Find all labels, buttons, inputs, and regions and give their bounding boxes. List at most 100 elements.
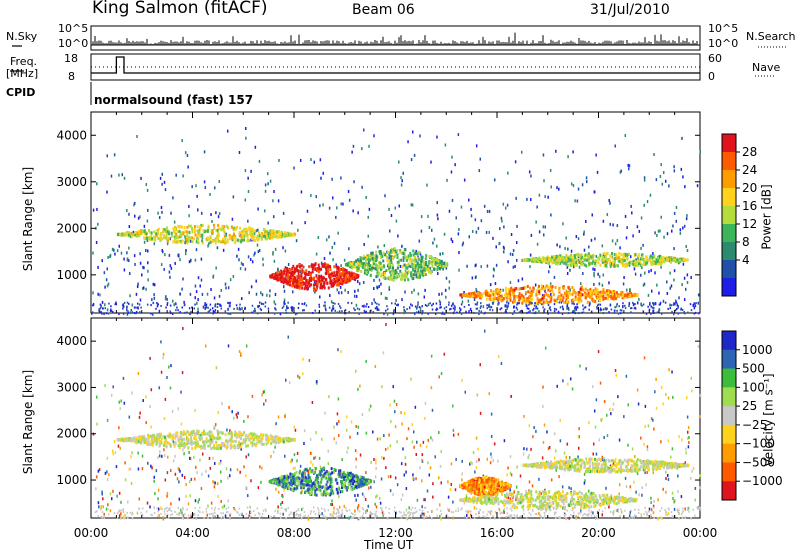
power-feature-cell (612, 257, 615, 261)
power-noise-cell (606, 213, 609, 217)
power-noise-cell (272, 252, 274, 256)
power-noise-cell (132, 230, 135, 234)
power-feature-cell (559, 298, 562, 302)
power-feature-cell (188, 230, 191, 234)
power-noise-cell (480, 265, 482, 269)
power-feature-cell (387, 250, 390, 254)
velocity-noise-cell (318, 456, 321, 460)
power-noise-cell (244, 126, 247, 130)
power-feature-cell (157, 237, 160, 241)
power-feature-cell (349, 261, 352, 265)
power-noise-cell (516, 258, 518, 262)
power-ground-cell (233, 307, 235, 310)
power-feature-cell (393, 275, 396, 279)
power-ground-cell (363, 311, 366, 314)
power-feature-cell (246, 234, 249, 238)
power-feature-cell (517, 294, 520, 298)
power-noise-cell (172, 299, 174, 303)
power-noise-cell (344, 288, 346, 292)
power-noise-cell (386, 250, 388, 254)
power-feature-cell (496, 298, 499, 302)
power-noise-cell (342, 202, 344, 206)
velocity-noise-cell (270, 454, 272, 458)
power-feature-cell (314, 262, 317, 266)
power-feature-cell (390, 247, 393, 251)
velocity-noise-cell (310, 460, 312, 464)
power-feature-cell (676, 258, 679, 262)
power-noise-cell (500, 216, 503, 220)
power-feature-cell (624, 294, 627, 298)
power-ground-cell (506, 301, 508, 304)
power-feature-cell (565, 257, 568, 261)
power-feature-cell (317, 270, 320, 274)
power-feature-cell (615, 263, 618, 267)
power-noise-cell (656, 283, 658, 287)
velocity-noise-cell (376, 494, 378, 498)
power-noise-cell (190, 258, 192, 262)
power-noise-cell (562, 222, 564, 226)
power-ground-cell (555, 308, 558, 311)
power-ground-cell (652, 309, 655, 312)
power-feature-cell (185, 230, 188, 234)
power-noise-cell (658, 309, 660, 313)
power-feature-cell (417, 250, 420, 254)
velocity-noise-cell (120, 512, 122, 516)
velocity-noise-cell (438, 476, 440, 480)
power-feature-cell (525, 291, 528, 295)
power-feature-cell (527, 298, 530, 302)
velocity-noise-cell (400, 498, 403, 502)
power-feature-cell (434, 260, 437, 264)
power-ground-cell (516, 308, 519, 311)
power-ground-cell (659, 301, 662, 304)
power-ground-cell (403, 308, 405, 311)
power-feature-cell (560, 257, 563, 261)
power-feature-cell (400, 272, 403, 276)
velocity-noise-cell (452, 428, 455, 432)
power-noise-cell (432, 241, 434, 245)
power-noise-cell (273, 259, 276, 263)
freq-label: Freq. (10, 55, 38, 68)
power-feature-cell (574, 263, 577, 267)
power-feature-cell (618, 259, 621, 263)
power-feature-cell (144, 237, 147, 241)
power-ground-cell (126, 309, 128, 312)
velocity-noise-cell (550, 478, 553, 482)
power-feature-cell (378, 266, 381, 270)
velocity-noise-cell (692, 466, 695, 470)
power-feature-cell (239, 226, 242, 230)
power-ground-cell (290, 306, 293, 309)
power-ground-cell (490, 306, 493, 309)
power-ground-cell (667, 307, 669, 310)
power-feature-cell (531, 297, 534, 301)
power-feature-cell (214, 241, 217, 245)
power-noise-cell (352, 144, 355, 148)
velocity-noise-cell (183, 452, 185, 456)
power-feature-cell (227, 226, 230, 230)
freq-unit: [MHz] (6, 67, 39, 80)
power-feature-cell (207, 226, 210, 230)
velocity-noise-cell (104, 384, 106, 388)
power-feature-cell (320, 283, 323, 287)
power-feature-cell (270, 229, 273, 233)
velocity-noise-cell (673, 507, 676, 511)
power-feature-cell (309, 271, 312, 275)
power-noise-cell (658, 291, 660, 295)
power-feature-cell (469, 294, 472, 298)
power-feature-cell (636, 293, 639, 297)
power-ground-cell (190, 310, 192, 313)
power-feature-cell (175, 232, 178, 236)
velocity-noise-cell (155, 469, 158, 473)
power-feature-cell (143, 236, 146, 240)
power-feature-cell (605, 289, 608, 293)
power-feature-cell (160, 236, 163, 240)
power-ground-cell (458, 307, 461, 310)
power-noise-cell (553, 275, 556, 279)
power-ground-cell (505, 304, 507, 307)
power-ground-cell (600, 308, 603, 311)
velocity-noise-cell (465, 513, 468, 517)
velocity-noise-cell (699, 393, 702, 397)
power-feature-cell (336, 266, 339, 270)
power-feature-cell (606, 252, 609, 256)
power-feature-cell (283, 270, 286, 274)
